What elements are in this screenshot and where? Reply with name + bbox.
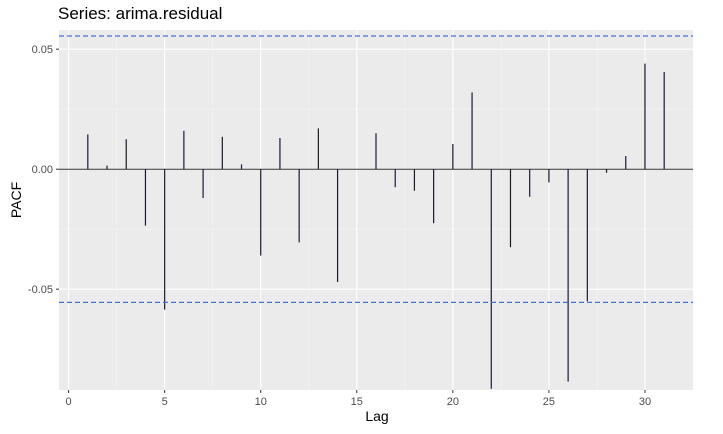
y-axis-title: PACF [8, 182, 24, 218]
y-tick-label: 0.00 [32, 164, 53, 176]
x-tick-label: 30 [639, 396, 651, 408]
axis-ticks: 0 5 10 15 20 25 30 0.05 0.00 -0.05 [28, 44, 651, 408]
x-tick-label: 10 [255, 396, 267, 408]
x-axis-title: Lag [365, 408, 388, 424]
plot-panel [59, 30, 693, 390]
x-tick-label: 25 [543, 396, 555, 408]
y-tick-label: -0.05 [28, 284, 53, 296]
x-tick-label: 15 [351, 396, 363, 408]
chart-title: Series: arima.residual [58, 4, 222, 23]
x-tick-label: 5 [162, 396, 168, 408]
y-tick-label: 0.05 [32, 44, 53, 56]
confidence-bounds [59, 35, 693, 304]
x-tick-label: 0 [66, 396, 72, 408]
panel-background [59, 30, 693, 390]
pacf-bars [59, 63, 693, 389]
x-tick-label: 20 [447, 396, 459, 408]
